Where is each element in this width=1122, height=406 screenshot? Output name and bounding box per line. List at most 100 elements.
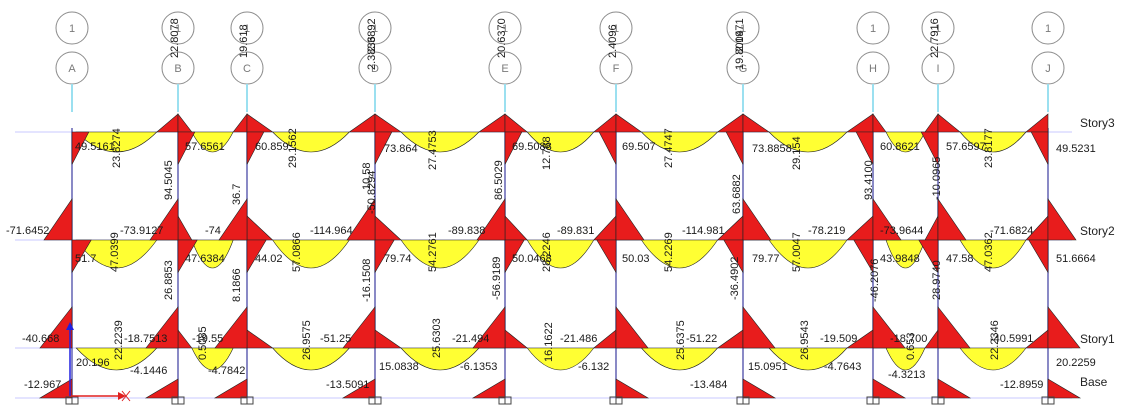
column-moment-area [872, 197, 902, 241]
bubble-bottom-label: D [371, 63, 379, 75]
beam-hogging-area [177, 329, 193, 349]
moment-value-label: -40.668 [22, 333, 59, 345]
grid-bubble-I: 1I [921, 11, 955, 112]
column-moment-area [615, 306, 649, 349]
moment-value-label: 69.507 [622, 141, 656, 153]
bubble-top-label: 1 [1045, 23, 1051, 35]
fixed-support-icon [240, 396, 254, 405]
moment-value-label: -51.22 [686, 333, 717, 345]
beam-sagging-area [640, 239, 719, 269]
column-moment-area [374, 239, 395, 274]
moment-value-label: 47.0362 [983, 232, 995, 272]
beam-hogging-area [924, 113, 939, 133]
bubble-top-label: 1 [870, 23, 876, 35]
column-moment-area [374, 131, 393, 165]
moment-value-label: -18.700 [890, 333, 927, 345]
story-label: Story3 [1080, 116, 1115, 130]
moment-value-label: 20.196 [76, 357, 110, 369]
bubble-bottom-label: B [174, 63, 181, 75]
bubble-top-label: 1 [935, 23, 941, 35]
column-moment-area [504, 131, 523, 165]
bubble-circle [856, 11, 890, 45]
moment-value-label: 16.1622 [543, 322, 555, 362]
moment-value-label: 28.9740 [931, 260, 943, 300]
moment-value-label: 25.6303 [431, 318, 443, 358]
column-moment-area [71, 131, 90, 165]
bubble-circle [1031, 11, 1065, 45]
column-moment-area [723, 239, 744, 274]
moment-value-label: 60.8621 [880, 141, 920, 153]
column-moment-area [615, 197, 645, 241]
beam-hogging-area [716, 329, 744, 349]
beam-sagging-area [191, 239, 234, 269]
moment-value-label: 49.5231 [1056, 143, 1096, 155]
column-moment-area [872, 378, 907, 399]
column-moment-area [342, 306, 376, 349]
moment-value-label: -114.981 [682, 225, 725, 237]
moment-value-label: 26.8853 [163, 260, 175, 300]
bubble-bottom-label: J [1045, 63, 1051, 75]
column-moment-area [145, 306, 179, 349]
beam-sagging-area [75, 347, 158, 371]
beam-sagging-area [526, 347, 595, 371]
column-moment-area [149, 197, 179, 241]
column-moment-area [177, 239, 198, 274]
column-moment-area [937, 306, 971, 349]
column-moment-area [920, 131, 939, 165]
column-moment-area [341, 378, 376, 399]
moment-value-label: -89.838 [448, 225, 485, 237]
column-moment-area [472, 306, 506, 349]
grid-bubble-J: 1J [1031, 11, 1065, 112]
moment-value-label: 73.864 [384, 143, 418, 155]
moment-value-label: -19.509 [820, 333, 857, 345]
moment-value-label: 15.0951 [748, 361, 788, 373]
bubble-top-label: 1 [372, 23, 378, 35]
bubble-circle [55, 11, 89, 45]
moment-value-label: -6.1353 [460, 361, 497, 373]
beam-hogging-area [937, 113, 961, 133]
column-moment-area [346, 197, 376, 241]
moment-value-label: -19.55 [192, 333, 223, 345]
beam-hogging-area [504, 329, 529, 349]
column-moment-area [872, 306, 906, 349]
moment-value-label: -4.1446 [130, 365, 167, 377]
moment-value-label: 44.02 [255, 253, 283, 265]
beam-sagging-area [271, 347, 351, 371]
story-label: Story1 [1080, 332, 1115, 346]
moment-value-label: -13.484 [690, 379, 727, 391]
grid-bubble-B: 1B [161, 11, 195, 112]
story-label: Story2 [1080, 224, 1115, 238]
x-axis-arrowhead [118, 392, 126, 400]
base-supports [65, 396, 1055, 405]
moment-value-label: 54.2761 [427, 232, 439, 272]
moment-value-label: 20.6370 [496, 18, 508, 58]
bubble-bottom-label: H [869, 63, 877, 75]
moment-value-label: 57.6561 [185, 141, 225, 153]
moment-value-label: 15.0838 [379, 361, 419, 373]
moment-value-label: 22.8078 [169, 18, 181, 58]
beam-sagging-area [959, 347, 1027, 371]
moment-value-label: -40.5991 [990, 333, 1033, 345]
grid-bubble-F: 1F [599, 11, 633, 112]
bubble-circle [358, 11, 392, 45]
moment-value-label: 10.58 [361, 162, 373, 190]
moment-value-label: 79.77 [752, 253, 780, 265]
beam-sagging-area [526, 131, 595, 153]
moment-value-label: -21.494 [452, 333, 489, 345]
beam-hogging-area [246, 329, 274, 349]
bubble-top-label: 1 [244, 23, 250, 35]
bubble-circle [488, 11, 522, 45]
beam-sagging-area [768, 131, 848, 153]
moment-value-label: 63.6882 [731, 174, 743, 214]
beam-hogging-area [1025, 113, 1049, 133]
grid-bubble-A: 1A [55, 11, 89, 112]
moment-value-label: 51.6664 [1056, 253, 1096, 265]
beam-sagging-area [959, 239, 1027, 269]
beam-sagging-area [272, 239, 350, 269]
beam-hogging-area [593, 215, 617, 241]
beam-hogging-area [246, 113, 274, 133]
column-moment-area [1047, 378, 1082, 399]
moment-value-label: -6.132 [578, 361, 609, 373]
moment-value-label: 28.2246 [541, 232, 553, 272]
moment-value-label: -4.7643 [824, 361, 861, 373]
